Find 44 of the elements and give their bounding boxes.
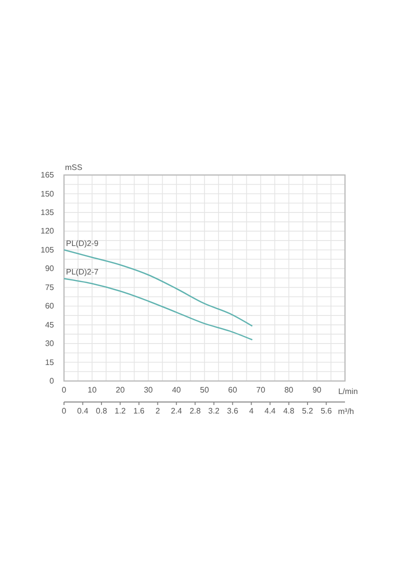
x2-tick-label: 0.4 <box>77 406 89 416</box>
x2-tick-label: 0 <box>62 406 67 416</box>
x-tick-label: 40 <box>172 386 182 395</box>
x2-tick-label: 1.2 <box>114 406 126 416</box>
x-tick-label: 30 <box>144 386 154 395</box>
y-tick-label: 105 <box>40 245 55 254</box>
x2-tick-label: 2.8 <box>190 406 202 416</box>
y-tick-label: 30 <box>45 339 55 348</box>
y-tick-label: 120 <box>40 226 55 236</box>
y-axis-title: mSS <box>65 163 82 172</box>
y-tick-label: 90 <box>45 264 55 274</box>
x2-tick-label: 5.2 <box>302 406 314 416</box>
y-tick-label: 60 <box>45 302 55 311</box>
x-tick-label: 10 <box>88 386 98 395</box>
x-tick-label: 70 <box>256 386 266 395</box>
series-label: PL(D)2-7 <box>66 268 100 277</box>
x-tick-label: 50 <box>200 386 210 395</box>
x2-axis-title: m³/h <box>338 407 354 416</box>
x-axis-title: L/min <box>338 387 358 396</box>
x2-tick-label: 2 <box>155 406 160 416</box>
x-tick-label: 80 <box>284 386 294 395</box>
x2-tick-label: 4.4 <box>264 406 276 416</box>
line-series <box>63 278 253 340</box>
x2-tick-label: 5.6 <box>320 406 332 416</box>
x2-tick-label: 1.6 <box>133 406 146 416</box>
x2-tick-label: 0.8 <box>96 406 108 416</box>
y-tick-label: 150 <box>40 189 55 198</box>
y-tick-label: 45 <box>45 320 55 330</box>
x2-tick-label: 4 <box>249 406 254 416</box>
x-tick-label: 90 <box>312 386 322 395</box>
y-tick-label: 15 <box>45 358 55 367</box>
series-label: PL(D)2-9 <box>66 238 100 248</box>
x2-tick-label: 3.6 <box>227 406 239 416</box>
line-series <box>63 249 253 327</box>
x2-tick-label: 3.2 <box>208 406 220 416</box>
x-tick-label: 0 <box>62 386 67 395</box>
y-tick-label: 165 <box>40 170 55 180</box>
y-tick-label: 75 <box>45 282 55 292</box>
x-tick-label: 60 <box>228 386 238 395</box>
y-tick-label: 135 <box>40 208 55 218</box>
x2-tick-label: 2.4 <box>170 406 183 416</box>
x2-tick-label: 4.8 <box>283 406 295 416</box>
y-tick-label: 0 <box>50 376 55 386</box>
x-tick-label: 20 <box>116 386 126 395</box>
